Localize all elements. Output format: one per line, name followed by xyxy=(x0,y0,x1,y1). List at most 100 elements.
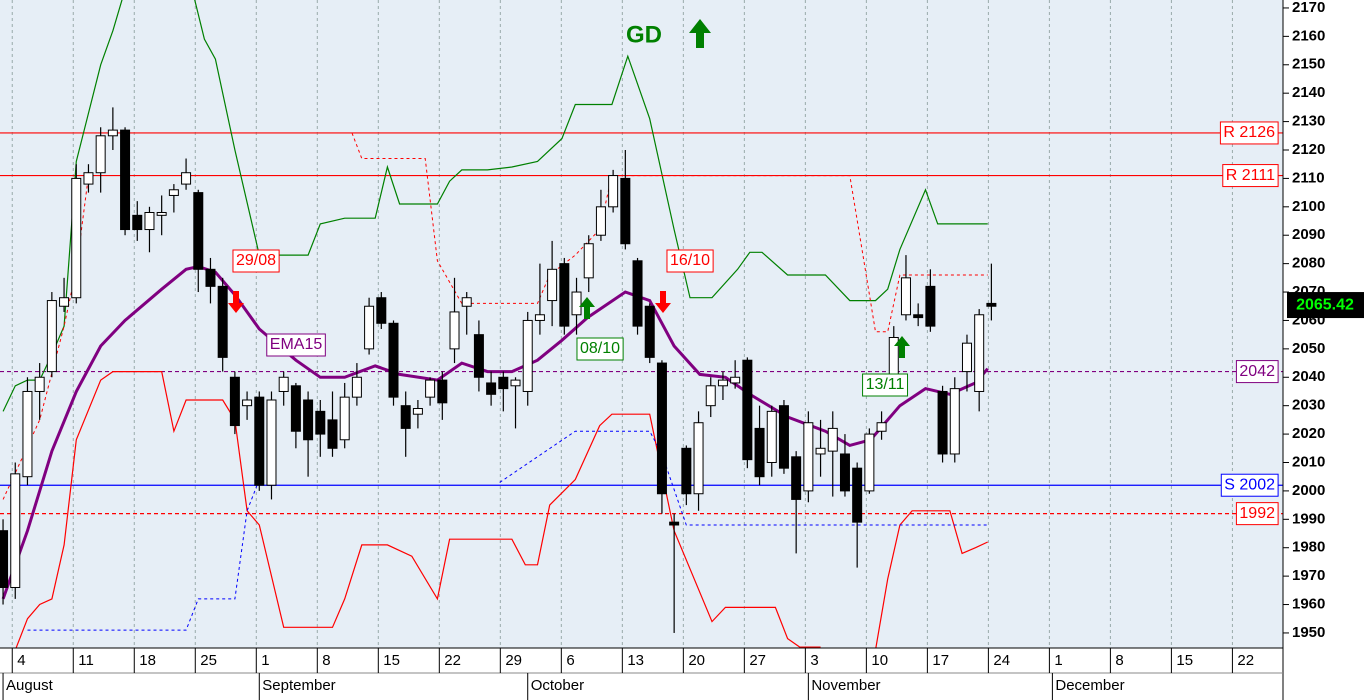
candle-body xyxy=(595,206,606,236)
x-tick-label: 22 xyxy=(444,652,461,669)
candle-body xyxy=(461,297,472,307)
signal-text: GD xyxy=(626,21,662,48)
y-tick-label: 2020 xyxy=(1292,425,1325,442)
candle-body xyxy=(339,396,350,441)
candle-body xyxy=(754,427,765,478)
level-label: R 2126 xyxy=(1223,124,1275,141)
candle-body xyxy=(217,285,228,358)
candle-body xyxy=(986,302,997,307)
month-label: November xyxy=(811,677,880,694)
x-tick-label: 15 xyxy=(383,652,400,669)
candle-body xyxy=(181,172,192,185)
candle-body xyxy=(34,376,45,392)
indicator-line xyxy=(27,430,988,631)
x-tick-label: 10 xyxy=(871,652,888,669)
candle-body xyxy=(388,322,399,398)
candle-body xyxy=(547,268,558,302)
candle-body xyxy=(510,379,521,387)
y-tick-label: 2010 xyxy=(1292,453,1325,470)
x-tick-label: 4 xyxy=(17,652,25,669)
candle-body xyxy=(242,399,253,407)
candle-body xyxy=(839,453,850,492)
candle-body xyxy=(107,129,118,137)
date-label: 29/08 xyxy=(236,252,276,269)
date-label-box xyxy=(576,337,624,361)
candle-body xyxy=(608,175,619,208)
month-label: October xyxy=(531,677,584,694)
candle-body xyxy=(803,422,814,492)
signal-arrow xyxy=(894,336,910,358)
candle-body xyxy=(376,297,387,324)
candle-body xyxy=(156,211,167,216)
candle-body xyxy=(473,334,484,378)
candle-body xyxy=(534,314,545,321)
candle-body xyxy=(351,376,362,398)
date-label: 16/10 xyxy=(670,252,710,269)
x-tick-label: 29 xyxy=(505,652,522,669)
y-tick-label: 2040 xyxy=(1292,368,1325,385)
candle-body xyxy=(876,422,887,432)
candle-body xyxy=(559,263,570,327)
last-price-box xyxy=(1287,292,1364,319)
last-price: 2065.42 xyxy=(1296,296,1354,313)
signal-arrow xyxy=(689,19,711,48)
candle-body xyxy=(168,189,179,196)
date-label-box xyxy=(232,249,280,273)
y-tick-label: 2080 xyxy=(1292,255,1325,272)
x-tick-label: 1 xyxy=(1054,652,1062,669)
candle-body xyxy=(656,362,667,495)
y-tick-label: 2000 xyxy=(1292,482,1325,499)
candle-body xyxy=(254,396,265,486)
x-tick-label: 17 xyxy=(932,652,949,669)
y-tick-label: 2130 xyxy=(1292,113,1325,130)
candle-body xyxy=(437,379,448,404)
candle-body xyxy=(315,410,326,435)
candle-body xyxy=(791,456,802,500)
candle-body xyxy=(669,521,680,526)
candle-body xyxy=(205,268,216,287)
candle-body xyxy=(10,473,21,588)
y-tick-label: 1950 xyxy=(1292,624,1325,641)
candle-body xyxy=(290,385,301,432)
x-tick-label: 24 xyxy=(993,652,1010,669)
level-label: R 2111 xyxy=(1226,167,1275,184)
x-tick-label: 25 xyxy=(200,652,217,669)
candle-body xyxy=(193,192,204,270)
candle-body xyxy=(412,408,423,415)
candle-body xyxy=(900,277,911,316)
candle-body xyxy=(46,300,57,373)
x-tick-label: 15 xyxy=(1176,652,1193,669)
indicator-line xyxy=(2,0,988,412)
candle-body xyxy=(717,379,728,387)
x-tick-label: 11 xyxy=(78,652,94,669)
candle-body xyxy=(449,311,460,350)
candle-body xyxy=(95,135,106,174)
candle-body xyxy=(120,129,131,231)
candle-body xyxy=(425,379,436,398)
signal-arrow xyxy=(655,291,671,313)
y-tick-label: 2090 xyxy=(1292,226,1325,243)
candle-body xyxy=(571,291,582,316)
month-label: September xyxy=(262,677,335,694)
level-label-box xyxy=(1235,360,1279,384)
date-label-box xyxy=(862,373,909,397)
level-label: 2042 xyxy=(1239,363,1275,380)
candle-body xyxy=(852,467,863,523)
candle-body xyxy=(827,427,838,452)
y-tick-label: 1980 xyxy=(1292,539,1325,556)
candle-body xyxy=(0,530,9,588)
date-label-box xyxy=(666,249,714,273)
candle-body xyxy=(132,214,143,231)
candle-body xyxy=(266,399,277,486)
candle-body xyxy=(83,172,94,185)
level-label: 1992 xyxy=(1239,505,1275,522)
candle-body xyxy=(59,297,70,307)
x-tick-label: 22 xyxy=(1237,652,1254,669)
y-tick-label: 1990 xyxy=(1292,510,1325,527)
x-tick-label: 20 xyxy=(688,652,705,669)
date-label: 13/11 xyxy=(866,376,905,393)
level-label-box xyxy=(1235,502,1279,526)
signal-arrow xyxy=(228,291,244,313)
